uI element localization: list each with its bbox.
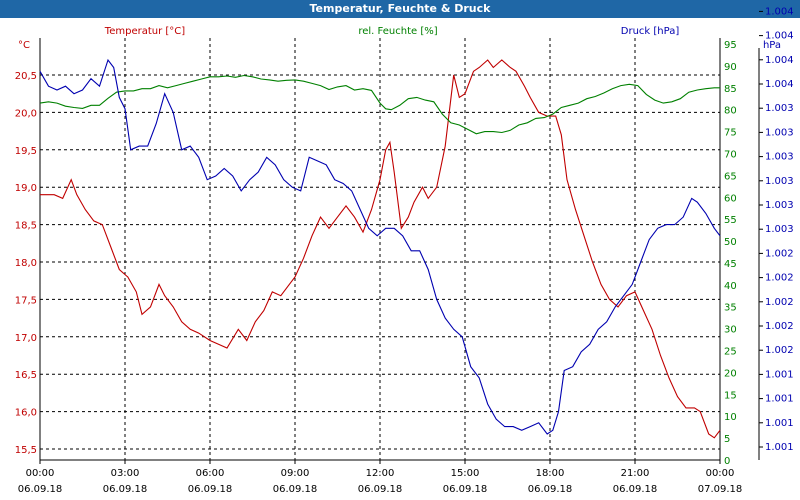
temperature-tick-label: 18,0 bbox=[15, 258, 37, 269]
humidity-tick-label: 25 bbox=[724, 347, 737, 358]
pressure-axis-title: Druck [hPa] bbox=[621, 26, 680, 37]
x-tick-date-label: 06.09.18 bbox=[443, 484, 488, 495]
humidity-tick-label: 45 bbox=[724, 259, 737, 270]
x-tick-date-label: 06.09.18 bbox=[18, 484, 63, 495]
x-tick-date-label: 06.09.18 bbox=[103, 484, 148, 495]
humidity-tick-label: 55 bbox=[724, 215, 737, 226]
window-title: Temperatur, Feuchte & Druck bbox=[0, 0, 800, 18]
series-lines bbox=[39, 58, 721, 439]
pressure-tick-label: 1.001 bbox=[765, 369, 794, 380]
pressure-tick-label: 1.003 bbox=[765, 152, 794, 163]
x-tick-date-label: 06.09.18 bbox=[528, 484, 573, 495]
pressure-tick-label: 1.002 bbox=[765, 297, 794, 308]
humidity-tick-label: 35 bbox=[724, 303, 737, 314]
humidity-tick-label: 70 bbox=[724, 149, 737, 160]
axes bbox=[39, 10, 763, 464]
x-tick-time-label: 09:00 bbox=[281, 468, 310, 479]
pressure-tick-label: 1.003 bbox=[765, 103, 794, 114]
humidity-tick-label: 15 bbox=[724, 390, 737, 401]
pressure-tick-label: 1.004 bbox=[765, 31, 794, 42]
humidity-tick-label: 50 bbox=[724, 237, 737, 248]
x-tick-time-label: 00:00 bbox=[706, 468, 735, 479]
pressure-tick-label: 1.002 bbox=[765, 248, 794, 259]
x-tick-time-label: 18:00 bbox=[536, 468, 565, 479]
pressure-tick-label: 1.003 bbox=[765, 127, 794, 138]
temperature-tick-label: 16,0 bbox=[15, 408, 37, 419]
pressure-tick-label: 1.004 bbox=[765, 79, 794, 90]
pressure-tick-label: 1.001 bbox=[765, 394, 794, 405]
series-line-pressure bbox=[39, 58, 721, 435]
x-tick-date-label: 07.09.18 bbox=[698, 484, 743, 495]
pressure-tick-label: 1.003 bbox=[765, 224, 794, 235]
x-tick-time-label: 03:00 bbox=[111, 468, 140, 479]
humidity-tick-label: 90 bbox=[724, 62, 737, 73]
humidity-tick-label: 85 bbox=[724, 84, 737, 95]
humidity-axis-title: rel. Feuchte [%] bbox=[358, 26, 437, 37]
pressure-tick-label: 1.001 bbox=[765, 418, 794, 429]
temperature-tick-label: 15,5 bbox=[15, 445, 37, 456]
temperature-tick-label: 16,5 bbox=[15, 370, 37, 381]
temperature-tick-label: 17,5 bbox=[15, 295, 37, 306]
x-tick-time-label: 21:00 bbox=[621, 468, 650, 479]
humidity-tick-label: 30 bbox=[724, 325, 737, 336]
x-tick-date-label: 06.09.18 bbox=[358, 484, 403, 495]
temperature-axis-title: Temperatur [°C] bbox=[104, 26, 185, 37]
humidity-tick-label: 75 bbox=[724, 128, 737, 139]
x-tick-date-label: 06.09.18 bbox=[188, 484, 233, 495]
x-tick-time-label: 12:00 bbox=[366, 468, 395, 479]
pressure-tick-label: 1.003 bbox=[765, 200, 794, 211]
pressure-tick-label: 1.001 bbox=[765, 442, 794, 453]
x-tick-time-label: 15:00 bbox=[451, 468, 480, 479]
humidity-tick-label: 65 bbox=[724, 171, 737, 182]
humidity-tick-label: 20 bbox=[724, 368, 737, 379]
temperature-tick-label: 20,0 bbox=[15, 108, 37, 119]
series-line-temperature bbox=[40, 59, 721, 439]
pressure-tick-label: 1.002 bbox=[765, 321, 794, 332]
axis-labels: 15,5 16,0 16,5 17,0 17,5 18,0 18,5 19,0 19,5 20,0… bbox=[15, 6, 794, 495]
humidity-tick-label: 60 bbox=[724, 193, 737, 204]
temperature-tick-label: 19,5 bbox=[15, 146, 37, 157]
humidity-tick-label: 40 bbox=[724, 281, 737, 292]
humidity-tick-label: 5 bbox=[724, 434, 730, 445]
series-line-humidity bbox=[39, 74, 720, 135]
pressure-unit-label: hPa bbox=[763, 40, 781, 51]
humidity-tick-label: 10 bbox=[724, 412, 737, 423]
humidity-tick-label: 95 bbox=[724, 40, 737, 51]
temperature-tick-label: 19,0 bbox=[15, 183, 37, 194]
pressure-tick-label: 1.002 bbox=[765, 345, 794, 356]
pressure-tick-label: 1.004 bbox=[765, 6, 794, 17]
temperature-tick-label: 18,5 bbox=[15, 221, 37, 232]
humidity-tick-label: 0 bbox=[724, 456, 730, 467]
x-tick-time-label: 00:00 bbox=[26, 468, 55, 479]
x-tick-date-label: 06.09.18 bbox=[273, 484, 318, 495]
x-tick-time-label: 06:00 bbox=[196, 468, 225, 479]
temperature-tick-label: 17,0 bbox=[15, 333, 37, 344]
humidity-tick-label: 80 bbox=[724, 106, 737, 117]
pressure-tick-label: 1.002 bbox=[765, 273, 794, 284]
x-tick-date-label: 06.09.18 bbox=[613, 484, 658, 495]
temperature-tick-label: 20,5 bbox=[15, 71, 37, 82]
pressure-tick-label: 1.003 bbox=[765, 176, 794, 187]
grid-lines bbox=[39, 38, 721, 460]
pressure-tick-label: 1.004 bbox=[765, 55, 794, 66]
temperature-unit-label: °C bbox=[18, 40, 30, 51]
